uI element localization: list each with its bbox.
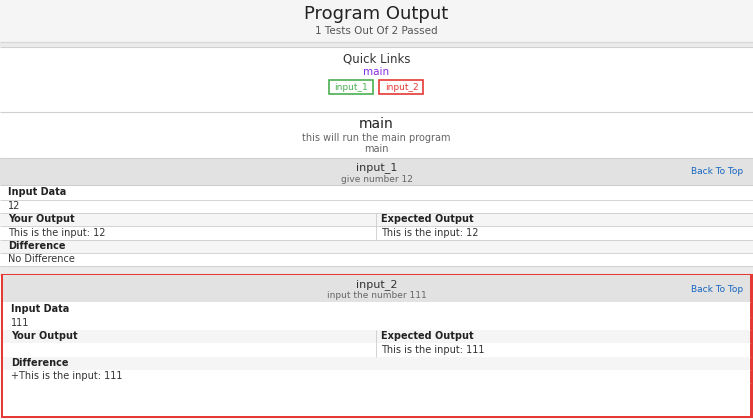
Text: Input Data: Input Data	[8, 187, 66, 197]
Bar	[0, 226, 753, 240]
Text: main: main	[359, 117, 394, 131]
Text: Back To Top: Back To Top	[691, 284, 743, 294]
Bar	[0, 185, 753, 200]
Text: Back To Top: Back To Top	[691, 168, 743, 176]
Text: input the number 111: input the number 111	[327, 291, 426, 300]
Text: 12: 12	[8, 201, 20, 211]
Bar	[2, 275, 751, 416]
Bar	[3, 317, 750, 330]
Bar	[3, 330, 750, 343]
Bar	[330, 80, 373, 94]
Bar	[3, 275, 750, 302]
Text: input_2: input_2	[355, 280, 398, 291]
Bar	[3, 370, 750, 383]
Bar	[0, 112, 753, 158]
Text: Program Output: Program Output	[304, 5, 449, 23]
Text: Expected Output: Expected Output	[382, 331, 474, 341]
Bar	[380, 80, 423, 94]
Bar	[3, 383, 750, 416]
Bar	[0, 200, 753, 213]
Text: main: main	[364, 67, 389, 77]
Bar	[3, 357, 750, 370]
Bar	[3, 302, 750, 317]
Bar	[0, 158, 753, 185]
Text: 111: 111	[11, 318, 29, 328]
Text: input_1: input_1	[334, 82, 368, 92]
Text: Difference: Difference	[11, 358, 69, 368]
Text: main: main	[364, 144, 389, 154]
Text: Your Output: Your Output	[11, 331, 78, 341]
Text: Quick Links: Quick Links	[343, 52, 410, 66]
Text: Difference: Difference	[8, 241, 66, 251]
Text: This is the input: 111: This is the input: 111	[382, 345, 485, 355]
Text: input_2: input_2	[385, 82, 419, 92]
Text: +This is the input: 111: +This is the input: 111	[11, 371, 123, 381]
Text: Input Data: Input Data	[11, 304, 69, 314]
Text: This is the input: 12: This is the input: 12	[8, 228, 105, 238]
Text: input_1: input_1	[356, 163, 397, 173]
Bar	[0, 42, 753, 47]
Text: No Difference: No Difference	[8, 254, 75, 264]
Text: give number 12: give number 12	[340, 174, 413, 184]
Bar	[0, 240, 753, 253]
Text: Your Output: Your Output	[8, 214, 75, 224]
Bar	[0, 0, 753, 42]
Bar	[0, 253, 753, 266]
Text: this will run the main program: this will run the main program	[302, 133, 451, 143]
Text: 1 Tests Out Of 2 Passed: 1 Tests Out Of 2 Passed	[316, 26, 437, 36]
Bar	[3, 343, 750, 357]
Text: Expected Output: Expected Output	[382, 214, 474, 224]
Text: This is the input: 12: This is the input: 12	[382, 228, 479, 238]
Bar	[0, 47, 753, 112]
Bar	[0, 266, 753, 275]
Bar	[0, 213, 753, 226]
